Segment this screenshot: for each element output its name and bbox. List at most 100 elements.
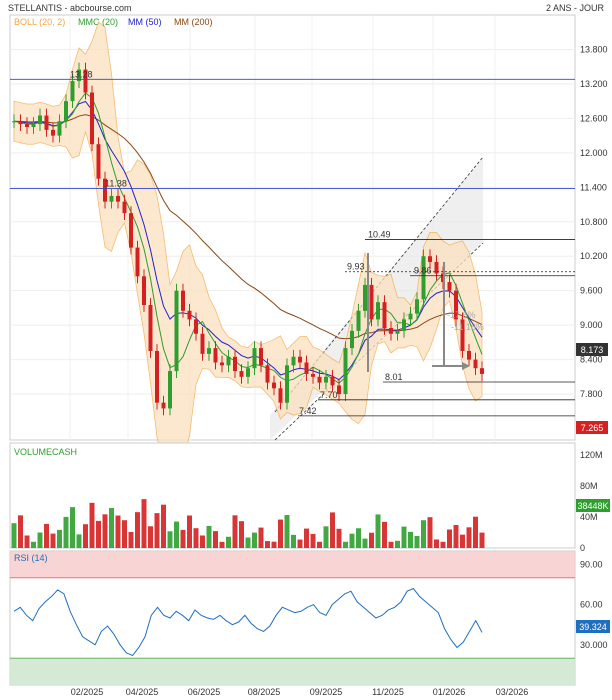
price-tick-label: 10.200 xyxy=(580,251,608,261)
low-price-value: 7.265 xyxy=(581,423,604,433)
volume-bar xyxy=(265,541,270,548)
legend-mm200: MM (200) xyxy=(174,17,213,27)
candle-body xyxy=(480,368,484,374)
candle-body xyxy=(447,282,452,291)
candle-body xyxy=(239,371,244,377)
rsi-layer xyxy=(10,551,575,685)
volume-bar xyxy=(304,528,309,548)
volume-bar xyxy=(408,531,413,548)
hline-label: 10.49 xyxy=(368,230,391,240)
price-tick-label: 8.400 xyxy=(580,355,603,365)
horizontal-lines: 13.28 11.38 10.49 9.93 9.86 8.01 7.707.42 xyxy=(10,69,575,417)
volume-bar xyxy=(174,521,179,548)
candle-body xyxy=(337,385,341,395)
volume-bar xyxy=(115,515,121,548)
candle-body xyxy=(415,299,419,314)
volume-bar xyxy=(356,528,361,548)
rsi-tick-label: 60.00 xyxy=(580,600,603,610)
volume-y-axis: 120M 80M 40M 0 xyxy=(580,450,603,553)
candle-body xyxy=(350,330,354,349)
hline-label: 13.28 xyxy=(70,69,93,79)
volume-bar xyxy=(141,499,147,548)
legend-mm50: MM (50) xyxy=(128,17,162,27)
volume-bar xyxy=(76,534,82,548)
volume-bar xyxy=(297,539,303,548)
current-price-badge xyxy=(576,343,608,356)
volume-bar xyxy=(187,515,192,548)
candle-body xyxy=(207,348,211,354)
rsi-tick-label: 30.000 xyxy=(580,640,608,650)
candle-body xyxy=(135,247,140,277)
price-tick-label: 7.800 xyxy=(580,389,603,399)
volume-bar xyxy=(460,534,465,548)
candle-body xyxy=(428,256,432,262)
price-tick-label: 13.800 xyxy=(580,44,608,54)
rsi-overbought-band xyxy=(10,551,575,578)
volume-bar xyxy=(83,524,88,548)
candle-body xyxy=(402,319,406,331)
candle-body xyxy=(291,356,296,366)
candle-body xyxy=(272,382,276,389)
candle-body xyxy=(246,368,250,377)
x-tick-label: 02/2025 xyxy=(71,687,104,697)
volume-bar xyxy=(219,541,225,548)
rsi-tick-label: 90.00 xyxy=(580,559,603,569)
volume-bar xyxy=(343,541,348,548)
legend: BOLL (20, 2) MMC (20) MM (50) MM (200) xyxy=(14,17,213,27)
candle-body xyxy=(395,330,400,334)
candle-body xyxy=(304,362,309,374)
candle-body xyxy=(187,310,192,320)
volume-bar xyxy=(96,520,101,548)
candle-body xyxy=(168,371,172,409)
volume-bar xyxy=(336,528,342,548)
x-tick-label: 09/2025 xyxy=(310,687,343,697)
volume-bar xyxy=(395,540,400,548)
candle-body xyxy=(90,92,94,145)
candle-body xyxy=(103,178,107,202)
volume-current-value: 38448K xyxy=(577,501,608,511)
x-axis: 02/2025 04/2025 06/2025 08/2025 09/2025 11/20… xyxy=(71,687,529,697)
volume-bar xyxy=(284,515,290,548)
price-tick-label: 12.000 xyxy=(580,148,608,158)
candle-body xyxy=(330,376,335,386)
x-tick-label: 08/2025 xyxy=(248,687,281,697)
annotation-pct-a: -17,6% xyxy=(447,310,476,320)
period-label: 2 ANS - JOUR xyxy=(546,3,605,13)
price-y-axis: 13.800 13.200 12.600 12.000 11.400 10.800 10.2… xyxy=(580,44,608,399)
candle-body xyxy=(369,284,374,320)
volume-bar xyxy=(239,521,244,548)
volume-bar xyxy=(291,534,296,548)
candle-body xyxy=(376,302,380,320)
volume-bar xyxy=(401,526,407,548)
volume-bar xyxy=(440,541,446,548)
candle-body xyxy=(382,302,387,329)
annotation-pct-b: -11,16% xyxy=(451,322,484,332)
volume-bar xyxy=(434,539,439,548)
volume-bar xyxy=(252,532,257,548)
volume-bar xyxy=(57,529,62,548)
volume-tick-label: 120M xyxy=(580,450,603,460)
volume-bar xyxy=(148,526,153,548)
candle-body xyxy=(57,121,62,136)
volume-bar xyxy=(193,528,199,548)
volume-tick-label: 80M xyxy=(580,481,598,491)
volume-bar xyxy=(11,523,17,548)
legend-boll: BOLL (20, 2) xyxy=(14,17,65,27)
volume-tick-label: 40M xyxy=(580,512,598,522)
volume-bar xyxy=(479,532,485,548)
volume-bar xyxy=(317,541,322,548)
candle-body xyxy=(70,81,75,102)
volume-bar xyxy=(369,532,374,548)
volume-bar xyxy=(362,538,368,548)
candle-body xyxy=(252,348,257,369)
candle-body xyxy=(51,129,55,136)
hline-label: 9.86 xyxy=(414,266,432,276)
x-tick-label: 01/2026 xyxy=(433,687,466,697)
candle-body xyxy=(83,69,88,93)
candle-body xyxy=(44,115,49,130)
candle-body xyxy=(25,124,29,127)
volume-bar xyxy=(31,541,36,548)
volume-bar xyxy=(24,535,30,548)
